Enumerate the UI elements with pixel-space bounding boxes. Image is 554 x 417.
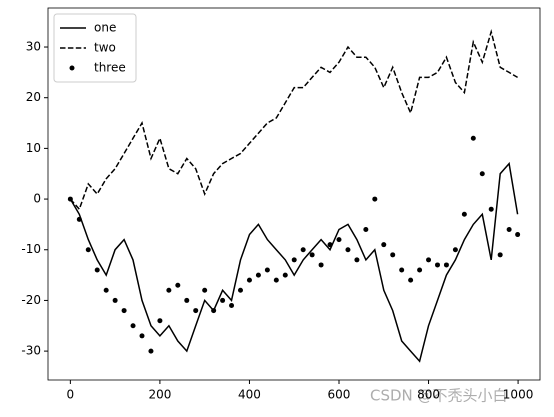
- legend-frame: [53, 13, 137, 83]
- y-tick-label: 30: [26, 40, 41, 54]
- point: [318, 262, 324, 268]
- point: [426, 257, 432, 263]
- point: [381, 242, 387, 248]
- point: [184, 297, 190, 303]
- point: [193, 308, 199, 314]
- point: [282, 272, 288, 278]
- point: [363, 226, 369, 232]
- point: [515, 232, 521, 238]
- x-tick-label: 400: [238, 388, 261, 402]
- point: [255, 272, 261, 278]
- point: [157, 318, 163, 324]
- point: [417, 267, 423, 273]
- point: [139, 333, 145, 339]
- legend-label: one: [94, 21, 116, 35]
- point: [202, 287, 208, 293]
- point: [479, 171, 485, 177]
- point: [354, 257, 360, 263]
- point: [211, 308, 217, 314]
- legend-label: two: [94, 41, 116, 55]
- point: [246, 277, 252, 283]
- y-tick-label: -30: [21, 344, 41, 358]
- point: [291, 257, 297, 263]
- point: [408, 277, 414, 283]
- point: [399, 267, 405, 273]
- x-tick-label: 0: [67, 388, 75, 402]
- point: [506, 226, 512, 232]
- point: [121, 308, 127, 314]
- point: [237, 287, 243, 293]
- line: [69, 28, 518, 211]
- x-tick-label: 800: [417, 388, 440, 402]
- point: [443, 262, 449, 268]
- point: [461, 211, 467, 217]
- point: [229, 302, 235, 308]
- point: [273, 277, 279, 283]
- point: [390, 252, 396, 258]
- point: [67, 196, 73, 202]
- point: [336, 237, 342, 243]
- legend-label: three: [94, 61, 126, 75]
- y-tick-label: 0: [33, 192, 41, 206]
- legend-marker: [69, 65, 75, 71]
- point: [112, 297, 118, 303]
- y-tick-label: 10: [26, 141, 41, 155]
- x-tick-label: 1000: [503, 388, 534, 402]
- point: [85, 247, 91, 253]
- point: [345, 247, 351, 253]
- line: [69, 161, 519, 363]
- watermark: CSDN @不秃头小白: [370, 387, 508, 405]
- point: [372, 196, 378, 202]
- point: [220, 297, 226, 303]
- axes-frame: [47, 7, 541, 381]
- point: [488, 206, 494, 212]
- point: [309, 252, 315, 258]
- point: [327, 242, 333, 248]
- y-tick-label: -10: [21, 242, 41, 256]
- point: [497, 252, 503, 258]
- point: [434, 262, 440, 268]
- point: [470, 135, 476, 141]
- point: [148, 348, 154, 354]
- point: [175, 282, 181, 288]
- point: [166, 287, 172, 293]
- point: [130, 323, 136, 329]
- x-tick-label: 600: [328, 388, 351, 402]
- point: [103, 287, 109, 293]
- y-tick-label: 20: [26, 90, 41, 104]
- point: [264, 267, 270, 273]
- x-tick-label: 200: [148, 388, 171, 402]
- point: [452, 247, 458, 253]
- point: [76, 216, 82, 222]
- y-tick-label: -20: [21, 293, 41, 307]
- point: [300, 247, 306, 253]
- point: [94, 267, 100, 273]
